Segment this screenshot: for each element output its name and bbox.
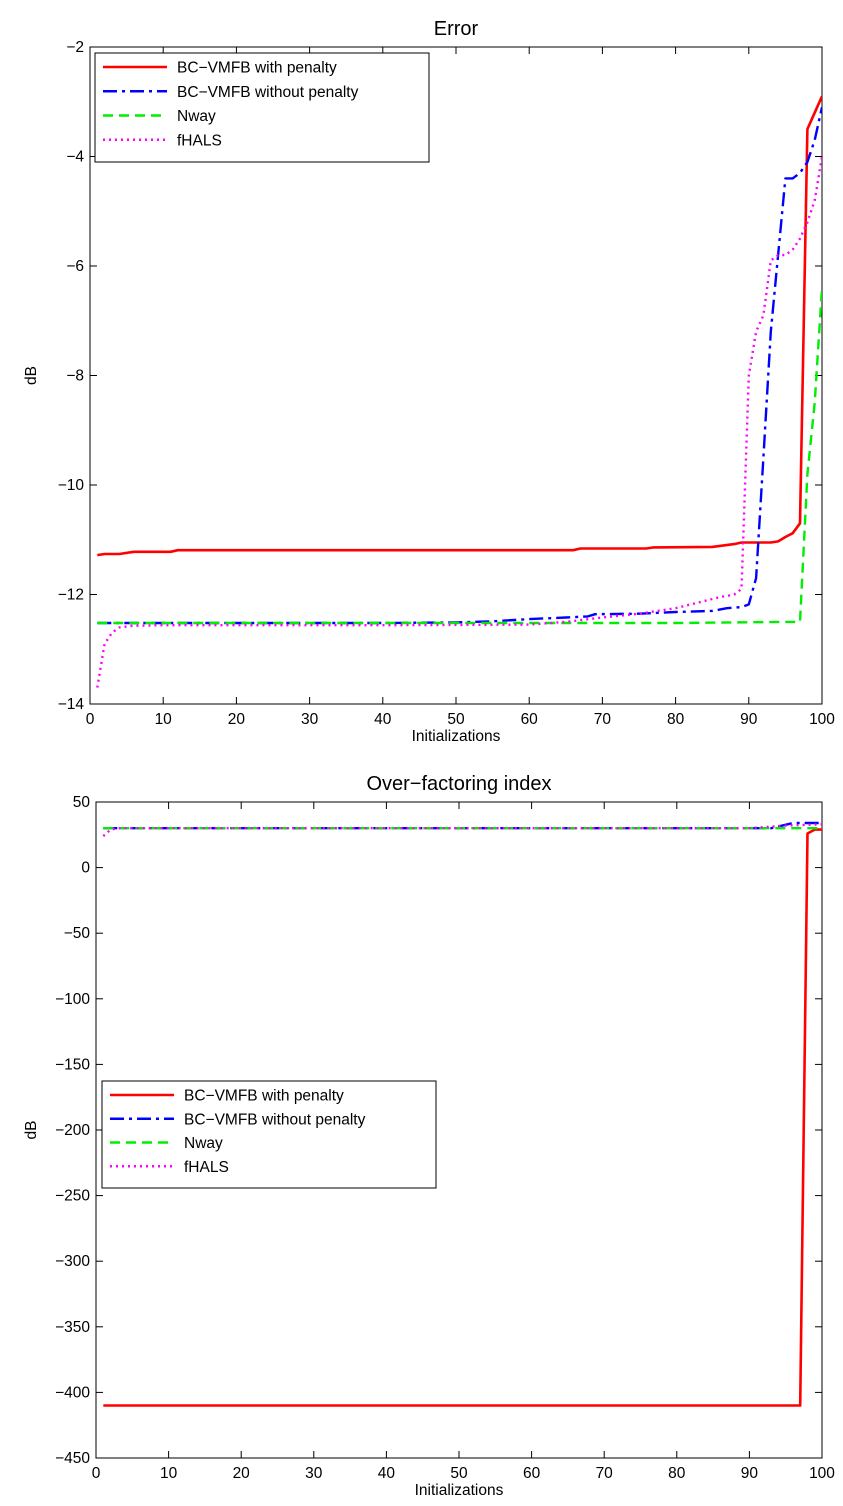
y-tick-label: 50 — [73, 794, 91, 811]
x-tick-label: 20 — [233, 1465, 251, 1482]
legend-box — [94, 52, 430, 163]
x-tick-label: 40 — [374, 711, 392, 728]
series-line-1 — [97, 95, 822, 557]
y-tick-label: −50 — [64, 925, 91, 942]
x-tick-label: 70 — [594, 711, 612, 728]
y-tick-label: −2 — [66, 39, 84, 56]
y-tick-label: 0 — [81, 860, 90, 877]
y-tick-label: −100 — [55, 991, 90, 1008]
series-line-2 — [103, 821, 822, 830]
legend-label-3: Nway — [184, 1135, 223, 1152]
x-tick-label: 40 — [378, 1465, 396, 1482]
x-tick-label: 90 — [741, 1465, 759, 1482]
x-tick-label: 90 — [740, 711, 758, 728]
x-tick-label: 60 — [523, 1465, 541, 1482]
x-tick-label: 0 — [92, 1465, 101, 1482]
x-tick-label: 10 — [160, 1465, 178, 1482]
y-tick-label: −150 — [55, 1056, 90, 1073]
y-tick-label: −450 — [55, 1450, 90, 1467]
legend-label-3: Nway — [177, 108, 216, 125]
chart-title: Over−factoring index — [366, 773, 551, 795]
x-tick-label: 100 — [809, 1465, 835, 1482]
legend: BC−VMFB with penalty BC−VMFB without pena… — [94, 52, 430, 163]
y-tick-label: −10 — [58, 477, 85, 494]
series-line-3 — [97, 287, 822, 625]
y-tick-label: −14 — [58, 696, 85, 713]
x-axis-label: Initializations — [412, 728, 501, 745]
series-line-4 — [102, 823, 822, 837]
y-axis-label: dB — [23, 1121, 40, 1140]
x-tick-label: 80 — [667, 711, 685, 728]
x-tick-label: 70 — [596, 1465, 614, 1482]
y-tick-label: −350 — [55, 1319, 90, 1336]
legend-label-2: BC−VMFB without penalty — [177, 84, 359, 101]
x-tick-label: 50 — [447, 711, 465, 728]
legend: BC−VMFB with penalty BC−VMFB without pena… — [101, 1080, 437, 1189]
chart-1: Error 0 10 20 30 40 50 60 70 80 90 100 −14 −12 −10 −8 −6… — [23, 18, 835, 745]
legend-label-4: fHALS — [184, 1159, 229, 1176]
y-tick-label: −12 — [58, 587, 84, 604]
y-tick-label: −400 — [55, 1384, 90, 1401]
x-axis-label: Initializations — [415, 1482, 504, 1499]
x-tick-label: 20 — [228, 711, 246, 728]
legend-label-2: BC−VMFB without penalty — [184, 1111, 366, 1128]
legend-label-4: fHALS — [177, 132, 222, 149]
x-tick-label: 10 — [155, 711, 173, 728]
x-tick-label: 30 — [305, 1465, 323, 1482]
x-tick-label: 50 — [450, 1465, 468, 1482]
x-tick-label: 60 — [521, 711, 539, 728]
y-tick-label: −200 — [55, 1122, 90, 1139]
x-tick-label: 30 — [301, 711, 319, 728]
legend-label-1: BC−VMFB with penalty — [177, 60, 337, 77]
series-line-4 — [96, 156, 822, 688]
y-axis-label: dB — [23, 366, 40, 385]
x-tick-label: 100 — [809, 711, 835, 728]
y-tick-label: −8 — [66, 368, 84, 385]
x-tick-label: 0 — [86, 711, 95, 728]
series-line-1 — [103, 828, 822, 1407]
y-tick-label: −4 — [66, 149, 84, 166]
chart-2: Over−factoring index 0 10 20 30 40 50 60 70 80 90 1… — [23, 773, 835, 1499]
legend-box — [101, 1080, 437, 1189]
y-tick-label: −300 — [55, 1253, 90, 1270]
x-tick-label: 80 — [668, 1465, 686, 1482]
y-tick-label: −6 — [66, 258, 84, 275]
y-tick-label: −250 — [55, 1188, 90, 1205]
chart-title: Error — [434, 18, 479, 40]
legend-label-1: BC−VMFB with penalty — [184, 1088, 344, 1105]
